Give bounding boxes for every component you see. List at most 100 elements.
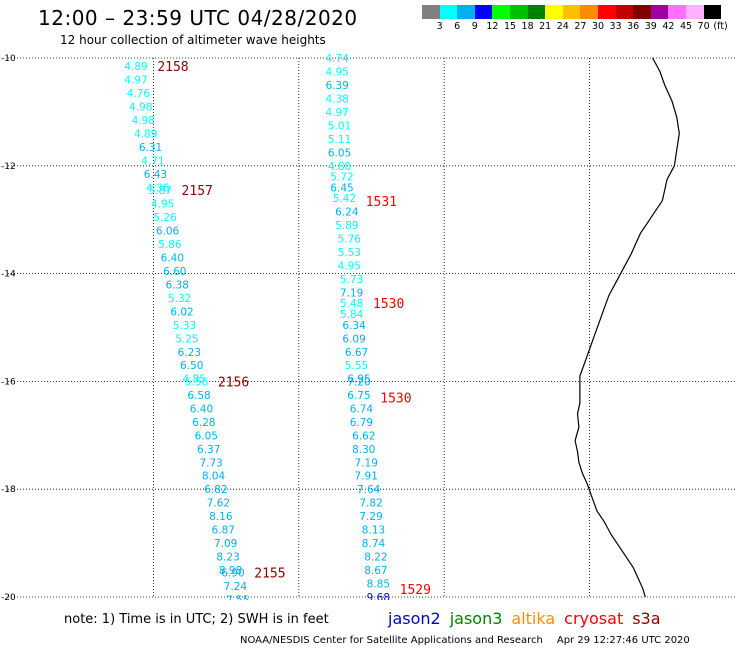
swh-value: 6.39 <box>325 80 348 92</box>
swh-value: 4.71 <box>141 155 164 167</box>
swh-value: 4.85 <box>182 374 205 386</box>
colorbar-label: 39 <box>644 21 657 32</box>
swh-value: 8.22 <box>364 552 387 564</box>
swh-value: 5.89 <box>335 220 358 232</box>
swh-value: 4.98 <box>129 102 152 114</box>
pass-time-label: 2155 <box>254 567 285 582</box>
swh-value: 7.62 <box>207 498 230 510</box>
colorbar-label: 24 <box>556 21 569 32</box>
y-tick-label: -18 <box>1 485 16 495</box>
pass-time-label: 2158 <box>157 60 188 75</box>
swh-value: 7.24 <box>224 581 248 593</box>
swh-value: 5.42 <box>333 193 356 205</box>
swh-value: 6.50 <box>180 360 203 372</box>
swh-value: 6.95 <box>347 374 370 386</box>
swh-value: 7.64 <box>357 484 381 496</box>
swh-value: 6.62 <box>352 430 375 442</box>
swh-value: 6.09 <box>342 333 365 345</box>
colorbar-swatch <box>509 5 528 19</box>
pass-time-label: 1530 <box>380 392 411 407</box>
swh-value: 7.19 <box>355 457 378 469</box>
map-plot: 03691215-10-12-14-16-18-204.894.974.764.… <box>1 53 735 600</box>
satellite-legend: jason2 jason3 altika cryosat s3a <box>388 609 670 628</box>
colorbar-label: 9 <box>471 21 478 32</box>
swh-value: 4.98 <box>132 115 155 127</box>
swh-value: 5.56 <box>185 376 209 388</box>
swh-value: 6.24 <box>335 207 359 219</box>
swh-value: 8.98 <box>219 565 242 577</box>
swh-value: 6.34 <box>342 320 366 332</box>
swh-value: 5.72 <box>330 172 353 184</box>
swh-value: 4.89 <box>124 61 147 73</box>
swh-value: 8.67 <box>364 565 387 577</box>
colorbar-swatch <box>562 5 581 19</box>
colorbar-swatch <box>703 5 722 19</box>
swh-value: 5.55 <box>345 360 368 372</box>
swh-value: 5.48 <box>340 298 363 310</box>
swh-value: 8.13 <box>362 525 385 537</box>
swh-value: 6.02 <box>170 306 193 318</box>
pass-time-label: 1529 <box>400 583 431 598</box>
swh-value: 4.97 <box>325 107 348 119</box>
swh-value: 7.91 <box>355 471 378 483</box>
map-subtitle: 12 hour collection of altimeter wave hei… <box>60 33 326 47</box>
y-tick-label: -14 <box>1 270 16 280</box>
footer-note: note: 1) Time is in UTC; 2) SWH is in fe… <box>64 612 329 627</box>
swh-value: 6.28 <box>192 417 215 429</box>
pass-time-label: 2157 <box>182 184 213 199</box>
swh-value: 8.16 <box>209 511 233 523</box>
y-tick-label: -12 <box>1 162 16 172</box>
swh-value: 5.26 <box>153 212 177 224</box>
colorbar-label: 36 <box>627 21 640 32</box>
swh-value: 5.25 <box>175 333 198 345</box>
swh-value: 4.80 <box>328 161 351 173</box>
swh-value: 4.95 <box>325 66 348 78</box>
swh-value: 6.31 <box>139 142 162 154</box>
swh-value: 7.55 <box>226 595 249 600</box>
colorbar-label: 21 <box>539 21 552 32</box>
swh-value: 5.86 <box>158 239 182 251</box>
colorbar-label: 18 <box>521 21 534 32</box>
colorbar-label: 15 <box>503 21 517 32</box>
legend-item-cryosat: cryosat <box>564 609 624 628</box>
swh-value: 7.19 <box>340 287 363 299</box>
swh-value: 5.76 <box>338 234 362 246</box>
swh-value: 8.74 <box>362 538 386 550</box>
swh-value: 4.95 <box>151 199 174 211</box>
colorbar-swatch <box>457 5 475 19</box>
swh-value: 8.04 <box>202 471 226 483</box>
swh-value: 6.74 <box>350 403 374 415</box>
swh-value: 6.37 <box>197 444 220 456</box>
colorbar-label: 3 <box>436 21 443 32</box>
credit-timestamp: Apr 29 12:27:46 UTC 2020 <box>556 635 690 646</box>
colorbar-swatch <box>527 5 546 19</box>
colorbar-label: 70 <box>697 21 710 32</box>
colorbar-label: 33 <box>609 21 622 32</box>
colorbar-swatch <box>668 5 686 19</box>
colorbar-label: 42 <box>662 21 675 32</box>
swh-value: 7.73 <box>199 457 222 469</box>
swh-value: 4.36 <box>146 182 170 194</box>
swh-value: 6.45 <box>330 182 353 194</box>
swh-value: 6.82 <box>204 484 227 496</box>
colorbar-label: 6 <box>454 21 461 32</box>
colorbar-swatch <box>492 5 510 19</box>
colorbar-unit: (ft) <box>713 21 728 32</box>
swh-value: 5.32 <box>168 293 191 305</box>
swh-value: 7.29 <box>359 511 382 523</box>
swh-colorbar <box>422 5 722 24</box>
swh-value: 6.05 <box>328 147 351 159</box>
swh-value: 8.85 <box>367 579 390 591</box>
credit-line: NOAA/NESDIS Center for Satellite Applica… <box>240 635 690 646</box>
swh-value: 6.87 <box>212 525 235 537</box>
colorbar-swatch <box>650 5 669 19</box>
swh-value: 6.67 <box>345 347 368 359</box>
colorbar-label: 45 <box>679 21 693 32</box>
swh-value: 7.82 <box>359 498 382 510</box>
swh-value: 5.11 <box>328 134 351 146</box>
swh-value: 6.40 <box>190 403 213 415</box>
swh-value: 5.84 <box>340 309 364 321</box>
pass-time-label: 1531 <box>366 195 397 210</box>
swh-value: 8.23 <box>216 552 239 564</box>
swh-value: 6.90 <box>221 568 244 580</box>
